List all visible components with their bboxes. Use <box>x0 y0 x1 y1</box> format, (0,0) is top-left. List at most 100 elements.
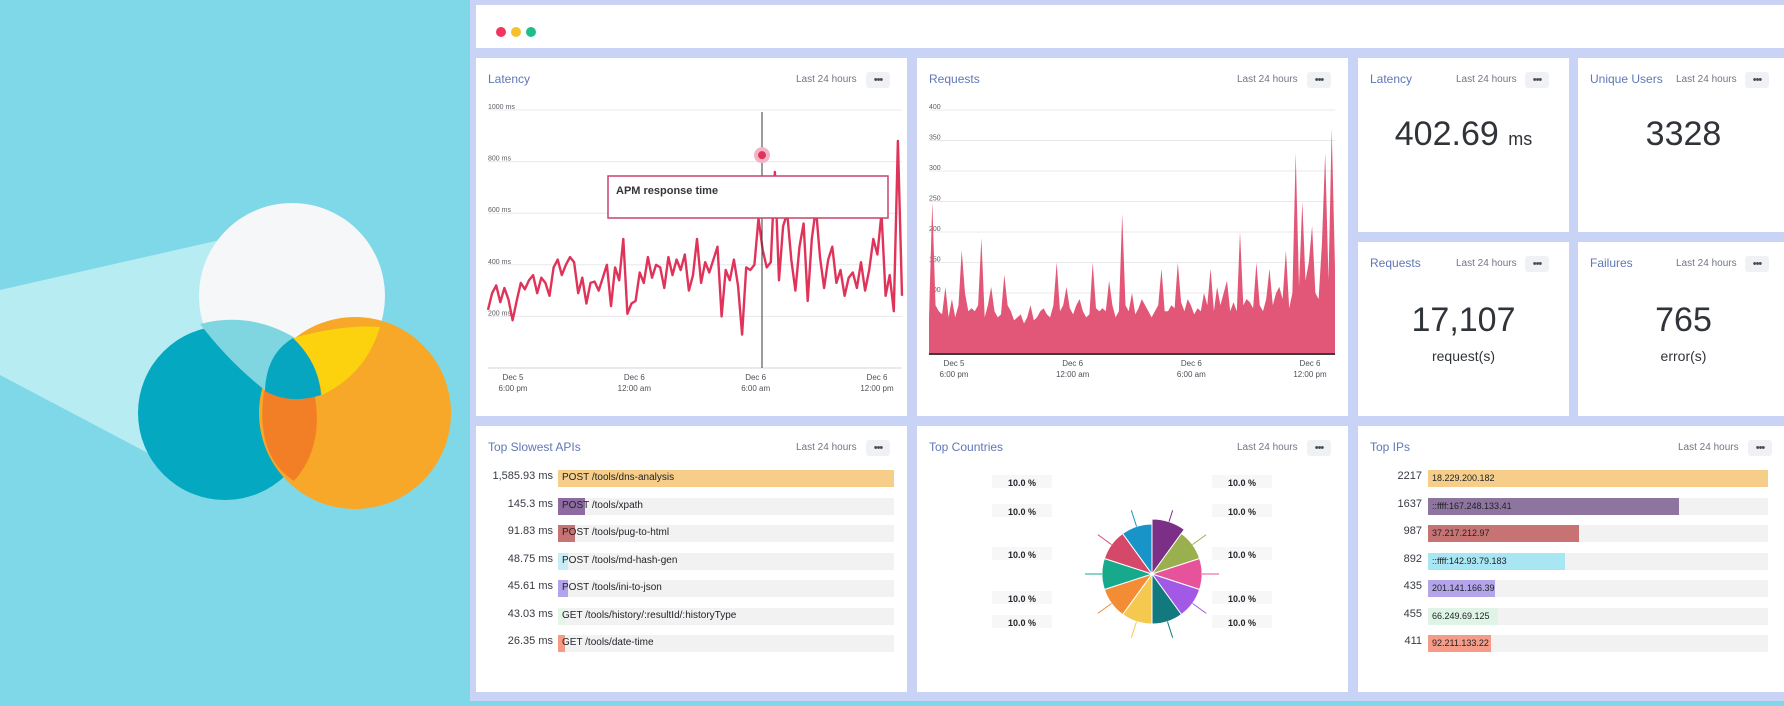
y-axis-tick-label: 350 <box>929 135 941 142</box>
api-endpoint-label: POST /tools/xpath <box>562 499 643 511</box>
pie-label-box <box>992 475 1052 488</box>
ip-request-count: 455 <box>1403 607 1422 620</box>
latency-tooltip <box>607 175 889 219</box>
ip-bar-row[interactable]: 1637::ffff:167.248.133.41 <box>1358 497 1778 515</box>
ip-bar-track: ::ffff:167.248.133.41 <box>1428 497 1768 515</box>
api-bar-row[interactable]: 45.61 ms POST /tools/ini-to-json <box>488 580 896 597</box>
pie-label-box <box>992 547 1052 560</box>
y-axis-tick-label: 400 ms <box>488 259 511 266</box>
x-axis-tick-label: Dec 6 <box>1062 359 1083 368</box>
panel-title: Unique Users <box>1590 72 1663 86</box>
y-axis-tick-label: 200 <box>929 226 941 233</box>
y-axis-tick-label: 200 ms <box>488 310 511 317</box>
api-bar-row[interactable]: 26.35 ms GET /tools/date-time <box>488 635 896 652</box>
requests-area-series <box>929 128 1335 354</box>
x-axis-tick-label: 6:00 am <box>741 384 770 393</box>
ip-bar-row[interactable]: 435 201.141.166.39 <box>1358 580 1778 597</box>
panel-title: Requests <box>1370 256 1421 270</box>
ip-request-count: 2217 <box>1397 470 1422 482</box>
api-bar-row[interactable]: 145.3 ms POST /tools/xpath <box>488 497 896 515</box>
failures-stat-panel: Failures Last 24 hours ••• 765 error(s) <box>1578 242 1784 416</box>
time-range-label: Last 24 hours <box>1237 442 1298 453</box>
unique-users-stat-panel: Unique Users Last 24 hours ••• 3328 <box>1578 58 1784 232</box>
latency-cursor-point <box>758 151 766 160</box>
pie-leader-line <box>1168 510 1174 522</box>
pie-label-box <box>1212 475 1272 488</box>
x-axis-tick-label: Dec 6 <box>745 373 766 382</box>
ip-bar-fill <box>1428 580 1495 597</box>
center-overlap <box>265 338 321 400</box>
ip-bar-row[interactable]: 892::ffff:142.93.79.183 <box>1358 552 1778 570</box>
pie-label: 10.0 % <box>1228 550 1256 560</box>
panel-menu-button[interactable]: ••• <box>1748 440 1772 456</box>
panel-menu-button[interactable]: ••• <box>866 72 890 88</box>
ip-bar-row[interactable]: 455 66.249.69.125 <box>1358 607 1778 625</box>
pie-label-box <box>992 591 1052 604</box>
ip-bar-row[interactable]: 411 92.211.133.22 <box>1358 635 1778 652</box>
ip-address-label: 201.141.166.39 <box>1432 583 1495 593</box>
api-response-time: 43.03 ms <box>507 607 553 620</box>
api-endpoint-label: POST /tools/ini-to-json <box>562 582 662 593</box>
api-bar-fill <box>558 470 894 487</box>
time-range-label: Last 24 hours <box>1678 442 1739 453</box>
ip-bar-row[interactable]: 987 37.217.212.97 <box>1358 525 1778 542</box>
y-axis-tick-label: 600 ms <box>488 207 511 214</box>
panel-menu-button[interactable]: ••• <box>1525 72 1549 88</box>
requests-stat-panel: Requests Last 24 hours ••• 17,107 reques… <box>1358 242 1569 416</box>
window-close-dot[interactable] <box>496 27 506 37</box>
ip-address-label: ::ffff:167.248.133.41 <box>1432 500 1512 511</box>
x-axis-tick-label: 6:00 pm <box>940 370 969 379</box>
y-axis-tick-label: 250 <box>929 196 941 203</box>
ip-address-label: 37.217.212.97 <box>1432 528 1490 538</box>
ip-bar-fill <box>1428 497 1680 515</box>
panel-title: Latency <box>488 72 531 86</box>
time-range-label: Last 24 hours <box>1456 258 1517 269</box>
x-axis-tick-label: 6:00 pm <box>499 384 528 393</box>
panel-title: Requests <box>929 72 980 86</box>
latency-unit: ms <box>1508 129 1533 149</box>
window-minimize-dot[interactable] <box>511 27 521 37</box>
panel-menu-button[interactable]: ••• <box>1745 72 1769 88</box>
panel-menu-button[interactable]: ••• <box>1307 72 1331 88</box>
api-endpoint-label: POST /tools/pug-to-html <box>562 527 670 538</box>
panel-title: Latency <box>1370 72 1413 86</box>
pie-label-box <box>1212 591 1272 604</box>
ip-address-label: ::ffff:142.93.79.183 <box>1432 555 1507 566</box>
api-bar-track: POST /tools/dns-analysis <box>558 470 894 487</box>
ip-bar-fill <box>1428 635 1492 652</box>
top-slowest-apis-panel: Top Slowest APIs Last 24 hours ••• 1,585… <box>476 426 907 692</box>
api-bar-row[interactable]: 43.03 ms GET /tools/history/:resultId/:hi… <box>488 607 896 625</box>
latency-stat-panel: Latency Last 24 hours ••• 402.69 ms <box>1358 58 1569 232</box>
api-bar-fill <box>558 580 569 597</box>
hero-illustration <box>0 0 470 701</box>
x-axis-tick-label: Dec 6 <box>867 373 888 382</box>
x-axis-tick-label: 12:00 am <box>618 384 652 393</box>
top-ips-panel: Top IPs Last 24 hours ••• 2217 18.229.200… <box>1358 426 1784 692</box>
panel-menu-button[interactable]: ••• <box>1525 256 1549 272</box>
latency-value: 402.69 ms <box>1394 115 1533 153</box>
ip-bar-row[interactable]: 2217 18.229.200.182 <box>1358 470 1778 487</box>
x-axis-tick-label: Dec 6 <box>624 373 645 382</box>
api-bar-row[interactable]: 1,585.93 ms POST /tools/dns-analysis <box>488 470 896 487</box>
yellow-overlap <box>293 326 380 395</box>
panel-title: Top Countries <box>929 440 1004 454</box>
x-axis-tick-label: Dec 6 <box>1300 359 1321 368</box>
window-maximize-dot[interactable] <box>526 27 536 37</box>
api-bar-row[interactable]: 91.83 ms POST /tools/pug-to-html <box>488 525 896 542</box>
api-bar-track: POST /tools/pug-to-html <box>558 525 894 542</box>
failures-value: 765 <box>1655 301 1712 339</box>
api-endpoint-label: GET /tools/history/:resultId/:historyTyp… <box>562 609 737 621</box>
ip-bar-fill <box>1428 607 1498 625</box>
api-bar-track: POST /tools/md-hash-gen <box>558 552 894 570</box>
pie-label-box <box>992 504 1052 517</box>
top-countries-panel: Top Countries Last 24 hours ••• 10.0 % 10… <box>917 426 1348 692</box>
time-range-label: Last 24 hours <box>1237 74 1298 85</box>
panel-menu-button[interactable]: ••• <box>866 440 890 456</box>
panel-menu-button[interactable]: ••• <box>1307 440 1331 456</box>
pie-leader-line <box>1097 602 1112 614</box>
panel-menu-button[interactable]: ••• <box>1745 256 1769 272</box>
requests-subtitle: request(s) <box>1431 348 1496 364</box>
ip-bar-track: ::ffff:142.93.79.183 <box>1428 552 1768 570</box>
y-axis-tick-label: 300 <box>929 165 941 172</box>
api-bar-row[interactable]: 48.75 ms POST /tools/md-hash-gen <box>488 552 896 570</box>
